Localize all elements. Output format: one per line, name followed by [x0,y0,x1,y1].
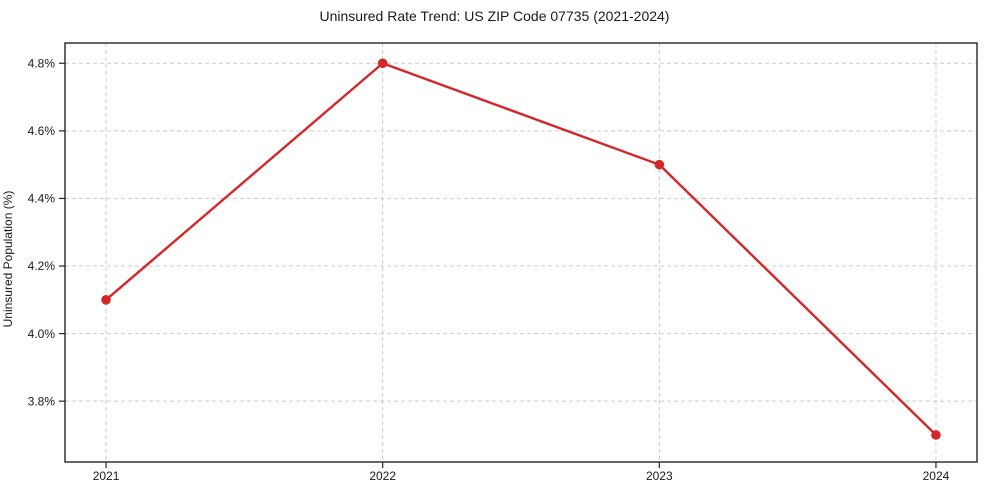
data-point [931,430,941,440]
y-tick-label: 4.4% [28,192,56,206]
x-tick-label: 2024 [923,469,950,483]
y-tick-label: 3.8% [28,394,56,408]
chart-title: Uninsured Rate Trend: US ZIP Code 07735 … [319,8,670,24]
data-line [104,62,938,437]
y-tick-label: 4.0% [28,327,56,341]
data-point [377,58,388,69]
y-tick-label: 4.2% [28,259,56,273]
x-tick-label: 2021 [93,469,120,483]
data-point [101,295,111,305]
y-tick-label: 4.6% [28,124,56,138]
data-point [654,159,665,170]
y-axis-label: Uninsured Population (%) [1,190,15,328]
x-tick-label: 2022 [369,469,396,483]
x-tick-label: 2023 [646,469,673,483]
plot-border [64,42,978,463]
y-tick-label: 4.8% [28,56,56,70]
